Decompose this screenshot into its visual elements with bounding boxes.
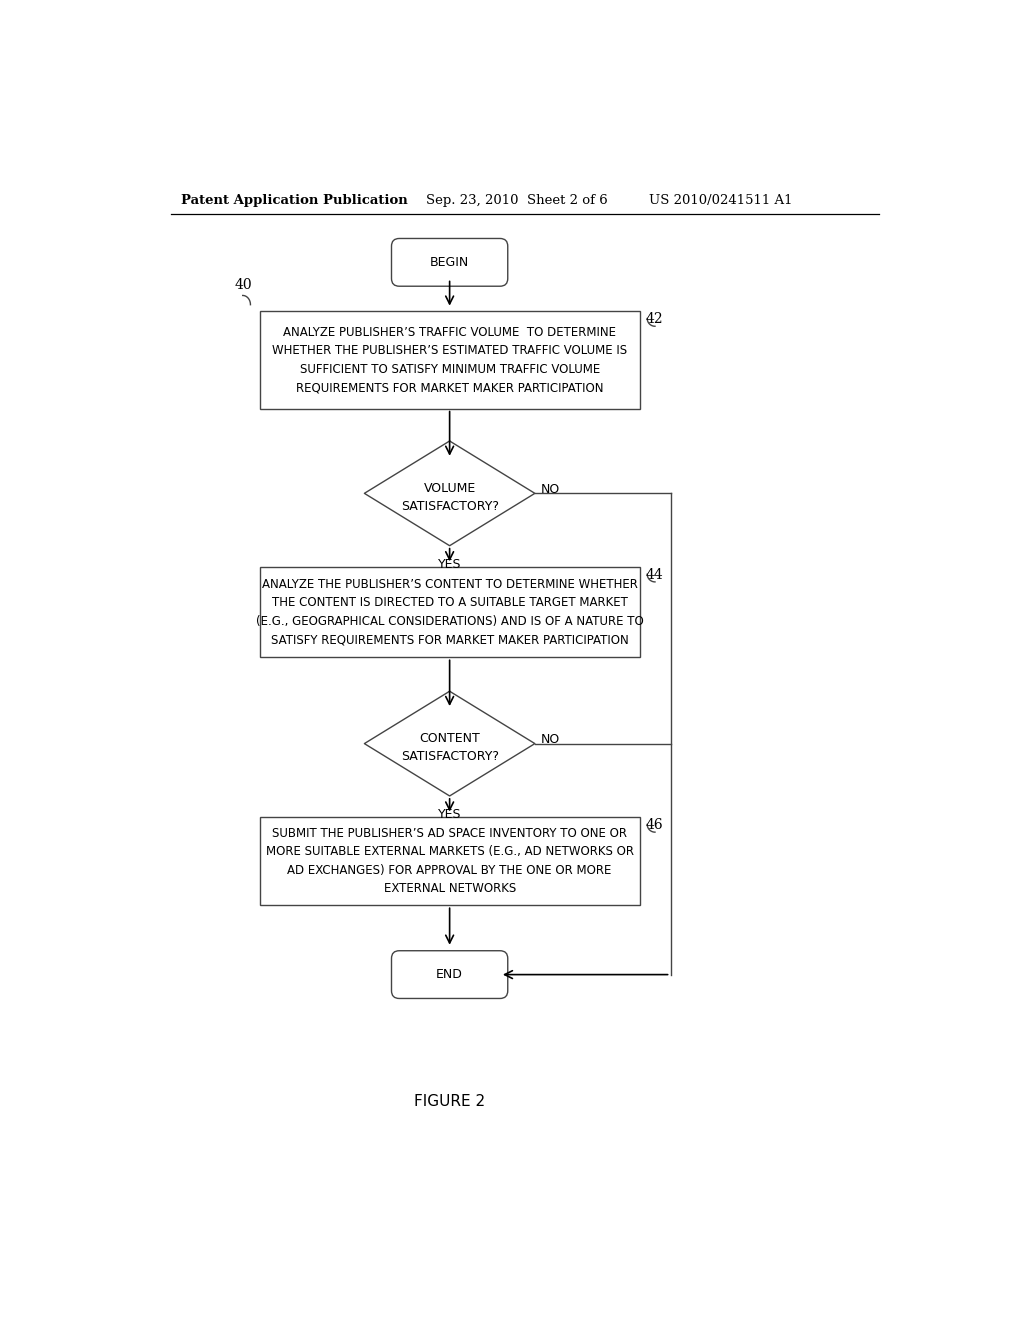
- FancyBboxPatch shape: [260, 312, 640, 409]
- FancyBboxPatch shape: [260, 817, 640, 906]
- Text: YES: YES: [438, 808, 462, 821]
- Text: Patent Application Publication: Patent Application Publication: [180, 194, 408, 207]
- Text: 44: 44: [646, 568, 664, 582]
- Text: NO: NO: [541, 483, 560, 496]
- Text: 42: 42: [646, 313, 664, 326]
- Text: ANALYZE PUBLISHER’S TRAFFIC VOLUME  TO DETERMINE
WHETHER THE PUBLISHER’S ESTIMAT: ANALYZE PUBLISHER’S TRAFFIC VOLUME TO DE…: [272, 326, 627, 393]
- Text: FIGURE 2: FIGURE 2: [414, 1094, 485, 1109]
- Text: CONTENT
SATISFACTORY?: CONTENT SATISFACTORY?: [400, 733, 499, 763]
- Text: 40: 40: [234, 279, 253, 293]
- FancyBboxPatch shape: [391, 239, 508, 286]
- Text: END: END: [436, 968, 463, 981]
- Text: SUBMIT THE PUBLISHER’S AD SPACE INVENTORY TO ONE OR
MORE SUITABLE EXTERNAL MARKE: SUBMIT THE PUBLISHER’S AD SPACE INVENTOR…: [265, 826, 634, 895]
- Text: VOLUME
SATISFACTORY?: VOLUME SATISFACTORY?: [400, 482, 499, 512]
- Text: US 2010/0241511 A1: US 2010/0241511 A1: [649, 194, 793, 207]
- FancyBboxPatch shape: [391, 950, 508, 998]
- Text: Sep. 23, 2010  Sheet 2 of 6: Sep. 23, 2010 Sheet 2 of 6: [426, 194, 608, 207]
- Text: 46: 46: [646, 818, 664, 833]
- FancyBboxPatch shape: [260, 566, 640, 657]
- Text: ANALYZE THE PUBLISHER’S CONTENT TO DETERMINE WHETHER
THE CONTENT IS DIRECTED TO : ANALYZE THE PUBLISHER’S CONTENT TO DETER…: [256, 578, 643, 647]
- Text: NO: NO: [541, 733, 560, 746]
- Text: BEGIN: BEGIN: [430, 256, 469, 269]
- Text: YES: YES: [438, 558, 462, 572]
